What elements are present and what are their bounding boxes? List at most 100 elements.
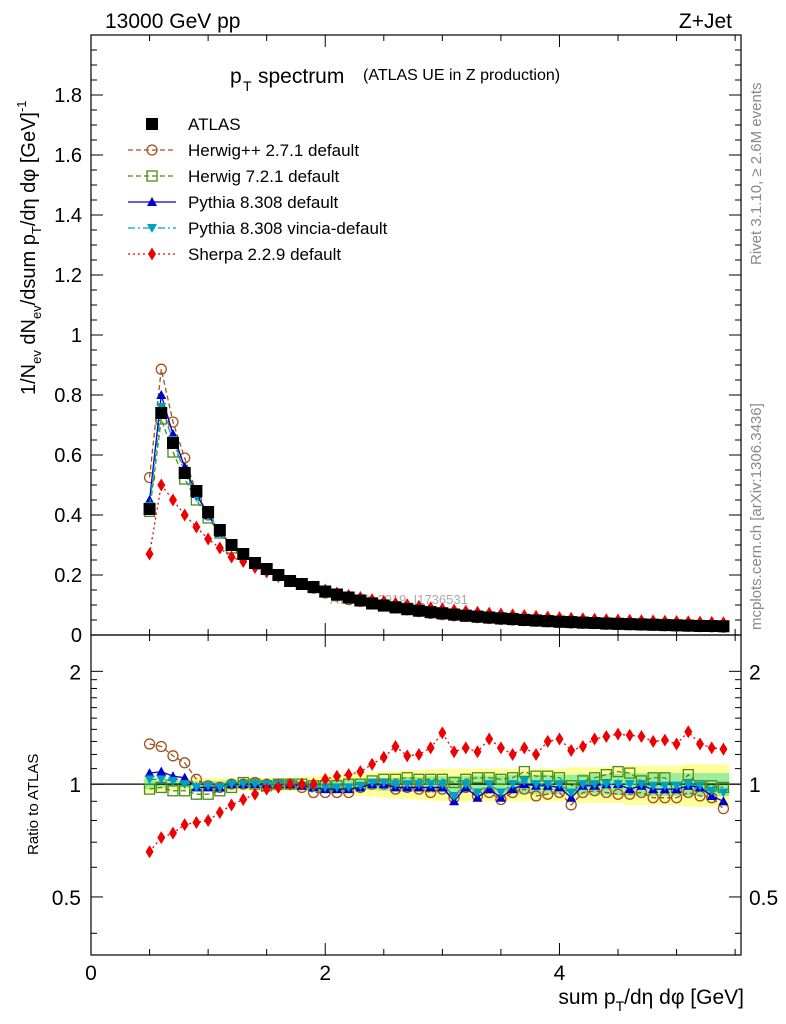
ratio-data-point (214, 783, 225, 793)
ratio-data-point (274, 780, 283, 794)
main-data-point (658, 619, 671, 632)
main-data-point (506, 613, 519, 626)
ratio-data-point (403, 749, 412, 763)
ratio-series-line (149, 730, 724, 853)
ratio-data-point (167, 776, 178, 786)
ratio-data-point (589, 780, 600, 790)
ratio-data-point (577, 780, 588, 790)
legend-marker (148, 247, 156, 261)
ratio-data-point (543, 734, 552, 748)
svg-text:1/Nev dNev/dsum pT/dη dφ [GeV: 1/Nev dNev/dsum pT/dη dφ [GeV]-1 (14, 100, 44, 395)
ratio-data-point (485, 732, 494, 746)
ratio-data-point (718, 796, 729, 806)
main-data-point (342, 591, 355, 604)
ratio-data-point (624, 780, 635, 790)
ratio-data-point (472, 788, 483, 798)
main-data-point (717, 620, 730, 633)
main-data-point (192, 520, 201, 534)
ratio-data-point (238, 780, 249, 790)
main-data-point (600, 617, 613, 630)
y-tick-label-main: 0 (71, 625, 82, 647)
main-data-point (145, 547, 154, 561)
ratio-data-point (262, 782, 271, 796)
main-data-point (530, 614, 543, 627)
ratio-data-point (555, 732, 564, 746)
main-data-point (237, 548, 250, 560)
ratio-data-point (344, 768, 353, 782)
main-data-point (260, 563, 273, 575)
main-data-point (155, 363, 167, 375)
svg-text:sum pT/dη dφ [GeV]: sum pT/dη dφ [GeV] (558, 986, 744, 1014)
main-data-point (144, 495, 155, 504)
ratio-data-point (542, 780, 553, 790)
ratio-series-line (149, 743, 724, 810)
main-data-point (436, 607, 449, 620)
y-tick-label-main: 0.4 (54, 505, 82, 527)
ratio-data-point (518, 765, 530, 778)
ratio-data-point (473, 745, 482, 759)
ratio-data-point (215, 806, 224, 820)
ratio-data-point (425, 780, 436, 790)
legend-marker (146, 144, 158, 156)
main-data-point (553, 615, 566, 628)
ratio-data-point (519, 776, 530, 786)
main-data-point (155, 407, 168, 419)
main-data-point (623, 618, 636, 631)
y-tick-label-main: 1.2 (54, 265, 82, 287)
legend-label: Sherpa 2.2.9 default (188, 245, 341, 264)
main-data-point (377, 599, 390, 612)
ratio-data-point (179, 780, 190, 790)
ratio-data-point (179, 772, 190, 782)
ratio-data-point (719, 742, 728, 756)
ratio-data-point (179, 757, 191, 769)
ratio-data-point (297, 777, 306, 791)
ratio-data-point (390, 780, 401, 790)
main-data-point (412, 604, 425, 617)
ratio-data-point (484, 780, 495, 790)
ratio-data-point (508, 747, 517, 761)
ratio-data-point (471, 772, 484, 784)
ratio-data-point (249, 780, 260, 790)
main-data-point (180, 508, 189, 522)
ratio-data-point (602, 729, 611, 743)
y-tick-label-main: 0.6 (54, 445, 82, 467)
y-tick-label-ratio: 0.5 (52, 887, 81, 910)
ratio-data-point (649, 734, 658, 748)
mcplots-label: mcplots.cern.ch [arXiv:1306.3436] (748, 403, 765, 630)
ratio-data-point (143, 738, 156, 750)
ratio-data-point (706, 786, 717, 796)
process-label: Z+Jet (679, 10, 732, 33)
ratio-data-point (156, 766, 167, 776)
y-tick-label-ratio-right: 1 (749, 774, 761, 797)
ratio-data-point (554, 780, 565, 790)
y-axis-label-ratio: Ratio to ATLAS (25, 754, 42, 855)
legend-label: Herwig++ 2.7.1 default (188, 141, 359, 160)
ratio-data-point (612, 788, 624, 800)
main-data-point (190, 485, 203, 497)
ratio-data-point (320, 783, 331, 793)
ratio-data-point (413, 780, 424, 790)
ratio-data-point (448, 776, 460, 789)
ratio-data-point (449, 791, 460, 801)
ratio-data-point (495, 788, 506, 798)
ratio-data-point (250, 787, 259, 801)
ratio-data-point (227, 798, 236, 812)
ratio-data-point (695, 781, 706, 791)
x-axis-label: sum pT/dη dφ [GeV] (558, 986, 744, 1014)
y-tick-label-main: 1.4 (54, 205, 82, 227)
y-tick-label-ratio: 2 (69, 661, 81, 684)
ratio-data-point (332, 769, 341, 783)
ratio-data-point (367, 778, 378, 788)
ratio-data-point (379, 750, 388, 764)
y-tick-label-main: 1.6 (54, 145, 82, 167)
legend-marker (146, 118, 158, 130)
main-data-point (565, 616, 578, 629)
ratio-data-point (414, 747, 423, 761)
ratio-data-point (636, 780, 647, 790)
main-data-point (215, 541, 224, 555)
ratio-data-point (286, 777, 295, 791)
main-data-point (168, 493, 177, 507)
y-tick-label-ratio-right: 0.5 (749, 887, 778, 910)
rivet-label: Rivet 3.1.10, ≥ 2.6M events (748, 83, 765, 266)
y-axis-label-main: 1/Nev dNev/dsum pT/dη dφ [GeV]-1 (14, 100, 44, 395)
